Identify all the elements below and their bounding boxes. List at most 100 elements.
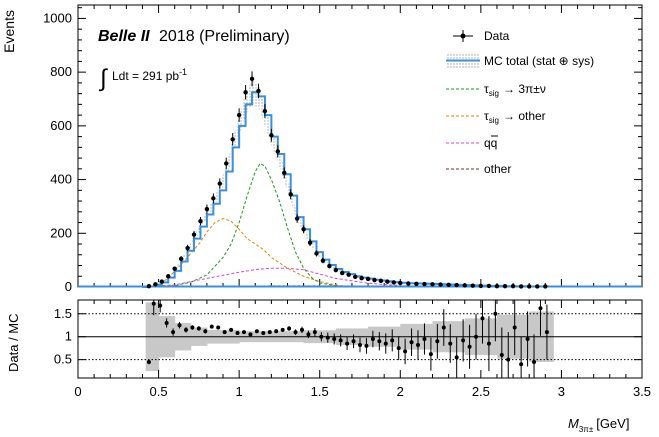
curve-qq (142, 267, 433, 288)
legend-label-data: Data (484, 29, 510, 43)
ratio-point (486, 316, 491, 372)
ratio-point (267, 330, 272, 335)
ratio-point (422, 323, 427, 355)
x-tick-label: 2 (397, 384, 404, 399)
data-point (217, 178, 223, 189)
main-x-ticks (77, 5, 643, 287)
main-y-tick-label: 400 (50, 172, 72, 187)
x-tick-label: 1.5 (311, 384, 329, 399)
data-point (422, 281, 427, 287)
ratio-point (351, 334, 356, 349)
legend: Data MC total (stat ⊕ sys) τsig → 3π±ν τs… (446, 29, 594, 176)
ratio-point (493, 300, 498, 342)
ratio-point (241, 330, 246, 335)
data-point (178, 256, 184, 262)
data-point (391, 280, 397, 285)
main-y-ticks: 0 200 400 600 800 1000 (43, 7, 642, 294)
ratio-point (319, 332, 324, 342)
ratio-y-tick-label: 1 (65, 329, 72, 344)
ratio-point (151, 300, 156, 316)
curve-tau-sig-3pi (150, 162, 352, 288)
legend-entry-mc-total: MC total (stat ⊕ sys) (446, 53, 594, 68)
data-point (269, 128, 274, 142)
data-point (352, 274, 358, 279)
data-point (172, 266, 177, 271)
data-point (243, 85, 248, 100)
data-point (478, 283, 484, 289)
ratio-point (248, 332, 253, 337)
data-point (146, 283, 152, 289)
ratio-points (146, 300, 549, 378)
ratio-y-tick-label: 0.5 (54, 352, 72, 367)
legend-label-other: other (484, 162, 511, 176)
data-point (282, 167, 287, 179)
ratio-point (146, 359, 151, 365)
data-point (275, 145, 281, 158)
data-point (518, 284, 524, 289)
data-point (333, 267, 339, 273)
main-y-tick-label: 600 (50, 118, 72, 133)
main-y-tick-label: 1000 (43, 10, 72, 25)
main-curves (78, 80, 642, 288)
main-y-tick-label: 0 (65, 279, 72, 294)
ratio-point (461, 319, 466, 362)
legend-label-tau-3pi: τsig → 3π±ν (484, 82, 546, 98)
ratio-point (312, 327, 317, 337)
luminosity-exponent: -1 (179, 67, 187, 77)
ratio-point (532, 334, 537, 378)
data-point (262, 104, 268, 118)
ratio-plot-frame (77, 299, 643, 379)
mc-uncertainty-band (142, 80, 554, 287)
data-point (211, 193, 216, 204)
ratio-y-axis-label: Data / MC (6, 313, 21, 372)
ratio-point (390, 329, 395, 352)
ratio-point (499, 327, 504, 378)
ratio-point (525, 311, 530, 367)
data-point (543, 284, 548, 289)
data-point (224, 157, 229, 170)
data-point (320, 258, 326, 264)
data-point (294, 214, 300, 223)
x-tick-label: 1 (236, 384, 243, 399)
ratio-point (171, 328, 176, 336)
legend-entry-tau-3pi: τsig → 3π±ν (446, 82, 546, 98)
ratio-point (164, 318, 169, 328)
x-tick-label: 2.5 (472, 384, 490, 399)
data-point (365, 276, 371, 282)
ratio-point (306, 330, 311, 339)
data-point (301, 225, 306, 234)
ratio-point (377, 332, 382, 351)
data-point (486, 283, 492, 289)
ratio-point (190, 325, 195, 330)
ratio-reference-lines (78, 313, 642, 361)
data-point (462, 283, 467, 288)
data-point (535, 284, 540, 289)
legend-label-tau-other: τsig → other (484, 109, 546, 125)
ratio-point (448, 324, 453, 363)
x-axis-label: M3π± [GeV] (568, 416, 629, 434)
ratio-point (370, 330, 375, 348)
ratio-point (506, 332, 511, 378)
ratio-y-tick-label: 1.5 (54, 306, 72, 321)
ratio-point (325, 332, 330, 343)
data-point (372, 277, 377, 283)
main-plot-frame (77, 4, 643, 288)
data-point (454, 282, 459, 288)
data-points (146, 71, 548, 289)
main-y-tick-label: 200 (50, 225, 72, 240)
legend-entry-other: other (446, 162, 511, 176)
ratio-point (480, 300, 485, 344)
ratio-panel: 0.5 1 1.5 0 0.5 1 1.5 2 2.5 3 3.5 Data / MC M3π± [G… (6, 299, 651, 434)
ratio-point (183, 327, 188, 333)
ratio-point (274, 329, 279, 334)
data-point (438, 282, 443, 287)
data-point (230, 132, 235, 146)
data-point (346, 272, 351, 277)
main-y-tick-label: 800 (50, 64, 72, 79)
ratio-point (403, 338, 408, 365)
ratio-point (435, 323, 440, 359)
data-point (359, 275, 364, 281)
ratio-point (209, 324, 214, 329)
x-tick-label: 3 (558, 384, 565, 399)
